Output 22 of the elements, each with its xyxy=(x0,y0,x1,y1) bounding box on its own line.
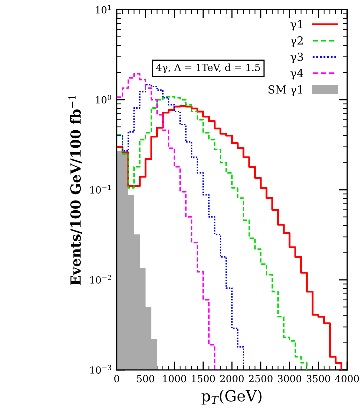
legend-label: γ1 xyxy=(290,20,302,31)
x-tick-label: 2000 xyxy=(220,375,244,383)
y-axis-title: Events/100 GeV/100 fb$^{−1}$ xyxy=(68,96,82,286)
legend-label: γ2 xyxy=(290,36,303,48)
x-tick-label: 3000 xyxy=(278,375,302,383)
x-tick-label: 4000 xyxy=(335,375,360,383)
y-tick-label: 10$^{−1}$ xyxy=(90,185,111,194)
x-tick-label: 2500 xyxy=(249,375,273,383)
legend-label: γ3 xyxy=(290,52,304,64)
x-tick-label: 3500 xyxy=(306,375,330,383)
x-tick-label: 1000 xyxy=(163,375,186,383)
y-tick-label: 10$^{0}$ xyxy=(96,95,112,104)
x-tick-label: 500 xyxy=(137,375,154,383)
annotation: 4γ, Λ = 1TeV, d = 1.5 xyxy=(156,64,260,74)
y-tick-label: 10$^{−2}$ xyxy=(90,275,112,284)
x-tick-label: 1500 xyxy=(192,375,216,383)
y-tick-label: 10$^{1}$ xyxy=(96,5,111,14)
x-tick-label: 0 xyxy=(114,375,120,383)
legend-label: γ4 xyxy=(290,69,304,80)
y-tick-label: 10$^{−3}$ xyxy=(90,365,112,374)
legend-label: SM γ1 xyxy=(268,86,302,96)
x-axis-title: p$_{T}$(GeV) xyxy=(202,390,262,405)
